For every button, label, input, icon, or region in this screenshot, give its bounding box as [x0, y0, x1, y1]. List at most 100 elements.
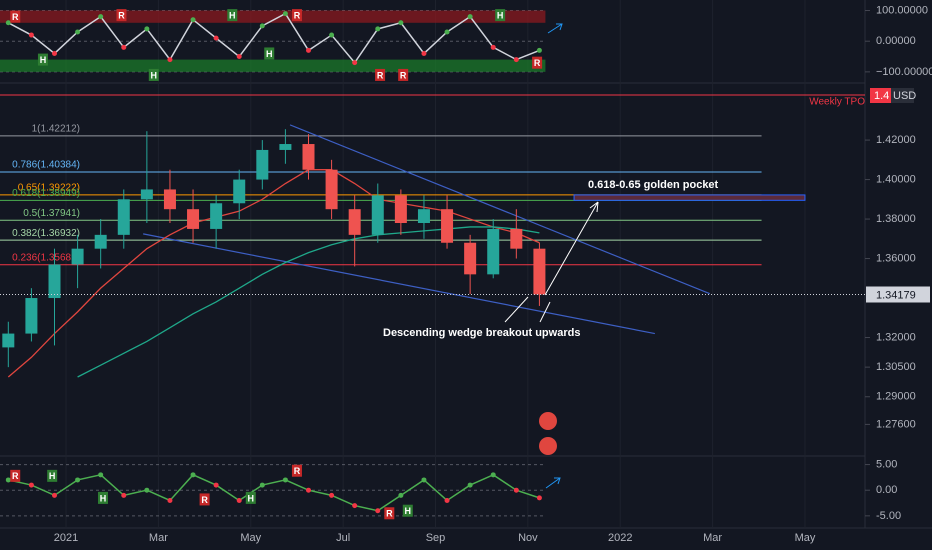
- y-tick-label: 1.27600: [876, 418, 916, 430]
- oscillator-line: [7, 12, 540, 64]
- marker-box: [10, 10, 21, 23]
- candle-body: [25, 298, 38, 334]
- x-tick-label: Mar: [703, 532, 722, 544]
- oscillator-point: [305, 47, 311, 53]
- flag-icon: [539, 437, 557, 455]
- x-tick-label: May: [795, 532, 816, 544]
- marker-box: [199, 493, 210, 506]
- oscillator-point: [490, 472, 496, 478]
- oscillator-point: [513, 57, 519, 63]
- last-price-label: 1.34179: [876, 289, 916, 301]
- marker-text: R: [294, 466, 301, 476]
- marker-text: R: [12, 471, 19, 481]
- oscillator-point: [398, 20, 404, 26]
- plot: R H R H H H R R R H R R H H R H R R H 1(1.42212) 0.786(1.403…: [0, 0, 865, 528]
- marker-box: [10, 469, 21, 482]
- y-tick-label: -5.00: [876, 510, 901, 522]
- oscillator-point: [421, 50, 427, 56]
- oscillator-point: [213, 482, 219, 488]
- band: [0, 10, 546, 23]
- fib-label: 0.618(1.38949): [12, 188, 80, 199]
- y-tick-label: 0.00: [876, 484, 897, 496]
- arrow-head: [589, 201, 599, 213]
- oscillator-point: [98, 14, 104, 20]
- arrow: [504, 296, 529, 323]
- candle-body: [464, 242, 477, 275]
- oscillator-point: [259, 482, 265, 488]
- x-tick-label: May: [240, 532, 261, 544]
- marker-text: H: [229, 10, 236, 20]
- marker-box: [375, 68, 386, 81]
- marker-box: [148, 68, 159, 81]
- fib-label: 0.236(1.35685): [12, 252, 80, 263]
- marker-box: [291, 9, 302, 22]
- oscillator-point: [467, 482, 473, 488]
- marker-text: H: [100, 493, 107, 503]
- marker-text: H: [405, 506, 412, 516]
- oscillator-point: [444, 497, 450, 503]
- oscillator-line: [8, 473, 540, 512]
- oscillator-point: [329, 492, 335, 498]
- marker-box: [398, 68, 409, 81]
- tpo-label: Weekly TPO: [809, 97, 865, 108]
- marker-text: H: [151, 70, 158, 80]
- y-tick-label: 100.00000: [876, 4, 928, 16]
- moving-average: [77, 226, 540, 378]
- golden-pocket-box: [573, 194, 806, 201]
- candle-body: [510, 228, 523, 249]
- marker-box: [47, 469, 58, 482]
- candle-body: [233, 179, 246, 204]
- candle-body: [187, 209, 200, 229]
- candle-body: [117, 199, 130, 235]
- y-tick-label: 1.38000: [876, 213, 916, 225]
- oscillator-point: [190, 472, 196, 478]
- candle-body: [441, 209, 454, 243]
- oscillator-point: [398, 492, 404, 498]
- oscillator-point: [121, 492, 127, 498]
- arrow: [544, 201, 599, 296]
- oscillator-point: [5, 20, 11, 26]
- oscillator-point: [213, 35, 219, 41]
- oscillator-point: [490, 44, 496, 50]
- marker-text: H: [49, 471, 56, 481]
- oscillator-point: [167, 57, 173, 63]
- x-tick-label: Jul: [336, 532, 350, 544]
- marker-text: R: [294, 10, 301, 20]
- last-price-box: [866, 286, 930, 303]
- x-tick-label: 2021: [54, 532, 78, 544]
- marker-box: [97, 491, 108, 504]
- y-tick-label: 1.32000: [876, 331, 916, 343]
- candle-body: [302, 144, 315, 170]
- marker-box: [264, 47, 275, 60]
- marker-text: H: [266, 49, 273, 59]
- oscillator-point: [536, 495, 542, 501]
- fib-label: 0.786(1.40384): [12, 160, 80, 171]
- marker-box: [116, 9, 127, 22]
- oscillator-point: [144, 26, 150, 32]
- candle-body: [94, 234, 107, 249]
- marker-text: R: [534, 58, 541, 68]
- trendline: [289, 124, 711, 295]
- oscillator-point: [144, 487, 150, 493]
- x-tick-label: 2022: [608, 532, 632, 544]
- fib-label: 0.65(1.39222): [18, 183, 80, 194]
- marker-text: H: [40, 55, 47, 65]
- trendline: [143, 233, 655, 335]
- tpo-value: 1.4: [874, 90, 889, 102]
- oscillator-point: [421, 477, 427, 483]
- y-tick-label: 0.00000: [876, 35, 916, 47]
- oscillator-point: [190, 17, 196, 23]
- y-tick-label: 5.00: [876, 458, 897, 470]
- marker-text: R: [377, 70, 384, 80]
- oscillator-point: [467, 14, 473, 20]
- candle-body: [394, 195, 407, 224]
- marker-text: R: [400, 70, 407, 80]
- marker-box: [402, 504, 413, 517]
- x-tick-label: Sep: [426, 532, 446, 544]
- marker-box: [37, 53, 48, 66]
- oscillator-point: [98, 472, 104, 478]
- arrow-icon: [547, 23, 563, 34]
- marker-box: [532, 56, 543, 69]
- oscillator-point: [28, 32, 34, 38]
